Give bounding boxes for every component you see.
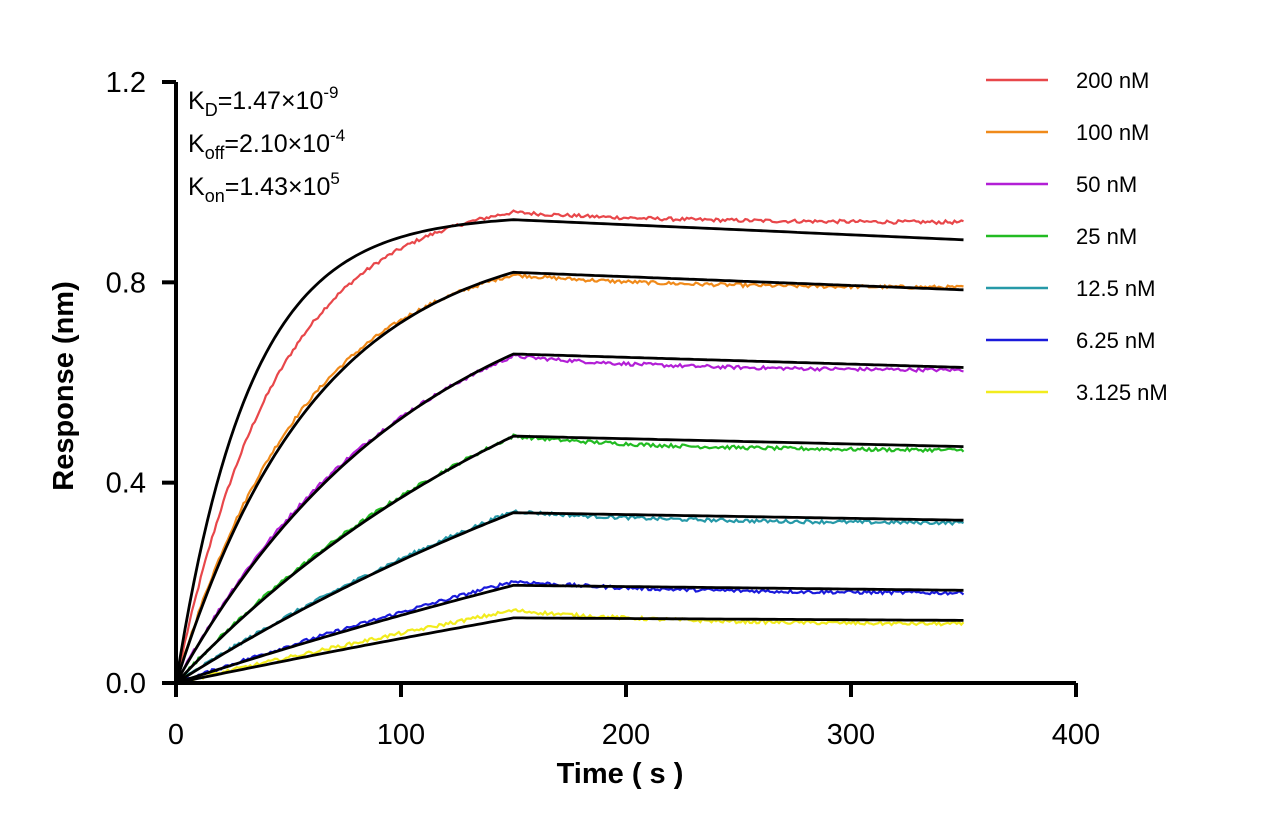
fit-curve: [174, 434, 964, 684]
measured-trace: [175, 579, 965, 685]
y-axis-title: Response (nm): [48, 281, 80, 490]
x-tick-label: 300: [827, 719, 875, 751]
x-tick-label: 100: [377, 719, 425, 751]
y-tick-label: 0.8: [106, 267, 146, 299]
y-tick-label: 1.2: [106, 67, 146, 99]
y-tick-label: 0.0: [106, 668, 146, 700]
x-axis-title: Time ( s ): [557, 758, 684, 790]
legend-label: 50 nM: [1076, 172, 1137, 197]
measured-trace: [175, 353, 964, 684]
legend-label: 25 nM: [1076, 224, 1137, 249]
measured-trace: [174, 272, 964, 684]
fit-curve: [175, 511, 964, 685]
x-tick-label: 200: [602, 719, 650, 751]
plot-area: [174, 209, 965, 685]
legend-label: 200 nM: [1076, 68, 1149, 93]
fit-curve: [175, 583, 964, 685]
kinetic-constants: KD=1.47×10-9 Koff=2.10×10-4 Kon=1.43×105: [188, 83, 345, 206]
kinetic-constant-D: KD=1.47×10-9: [188, 83, 338, 120]
measured-trace: [174, 209, 964, 684]
measured-trace: [175, 509, 964, 684]
legend: 200 nM 100 nM 50 nM 25 nM 12.5 nM 6.25 nM 3.12…: [986, 68, 1168, 405]
fit-curve: [174, 270, 964, 684]
y-tick-label: 0.4: [106, 468, 146, 500]
x-tick-label: 0: [168, 719, 184, 751]
axis-ticks: 0 100 200 300 400 0.0 0.4 0.8 1.2: [106, 67, 1101, 751]
legend-label: 12.5 nM: [1076, 276, 1156, 301]
fit-curve: [174, 352, 964, 684]
x-tick-label: 400: [1052, 719, 1100, 751]
kinetic-constant-off: Koff=2.10×10-4: [188, 126, 345, 163]
kinetic-constant-on: Kon=1.43×105: [188, 169, 340, 206]
legend-label: 6.25 nM: [1076, 328, 1156, 353]
fit-curve: [175, 616, 964, 685]
fit-curve: [174, 218, 964, 684]
measured-trace: [175, 608, 965, 685]
legend-label: 100 nM: [1076, 120, 1149, 145]
legend-label: 3.125 nM: [1076, 380, 1168, 405]
